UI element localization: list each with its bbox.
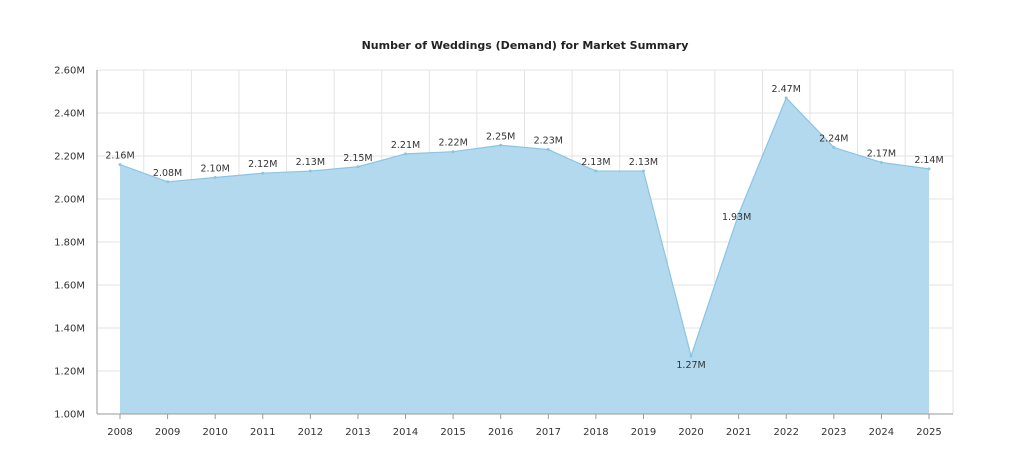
data-label: 2.13M — [581, 157, 610, 168]
data-point — [261, 171, 265, 175]
x-tick-label: 2020 — [678, 427, 703, 438]
data-point — [451, 150, 455, 154]
y-tick-label: 1.00M — [54, 410, 85, 421]
x-tick-label: 2017 — [536, 427, 561, 438]
x-tick-label: 2009 — [155, 427, 180, 438]
data-point — [594, 169, 598, 173]
data-point — [308, 169, 312, 173]
y-tick-label: 2.60M — [54, 66, 85, 77]
y-tick-label: 1.20M — [54, 367, 85, 378]
data-point — [546, 148, 550, 152]
data-label: 2.17M — [867, 148, 896, 159]
data-point — [404, 152, 408, 156]
data-point — [879, 160, 883, 164]
data-point — [356, 165, 360, 169]
x-tick-label: 2014 — [393, 427, 418, 438]
x-tick-label: 2022 — [774, 427, 799, 438]
data-label: 2.21M — [391, 140, 420, 151]
x-tick-label: 2018 — [583, 427, 608, 438]
data-label: 1.93M — [722, 212, 751, 223]
axes: 1.00M 1.20M 1.40M 1.60M 1.80M 2.00M 2.20M 2.40M… — [54, 66, 953, 438]
area-layer — [118, 96, 931, 414]
data-label: 2.23M — [534, 136, 563, 147]
data-label: 2.25M — [486, 131, 515, 142]
y-tick-label: 2.20M — [54, 152, 85, 163]
x-tick-label: 2025 — [916, 427, 941, 438]
data-point — [689, 354, 693, 358]
area-fill — [120, 97, 929, 414]
chart-title: Number of Weddings (Demand) for Market S… — [362, 39, 689, 52]
data-label: 2.15M — [343, 153, 372, 164]
x-tick-label: 2024 — [869, 427, 894, 438]
data-point — [832, 145, 836, 149]
y-tick-label: 1.60M — [54, 281, 85, 292]
data-labels: 2.16M 2.08M 2.10M 2.12M 2.13M 2.15M 2.21M 2.22M… — [105, 84, 943, 371]
data-label: 2.47M — [772, 84, 801, 95]
data-point — [499, 143, 503, 147]
data-label: 2.22M — [438, 138, 467, 149]
data-label: 2.24M — [819, 133, 848, 144]
x-tick-label: 2016 — [488, 427, 513, 438]
y-tick-label: 2.40M — [54, 109, 85, 120]
x-tick-label: 2010 — [202, 427, 227, 438]
data-label: 1.27M — [676, 360, 705, 371]
data-point — [213, 176, 217, 179]
y-tick-label: 1.40M — [54, 324, 85, 335]
data-label: 2.08M — [153, 168, 182, 179]
data-label: 2.16M — [105, 151, 134, 162]
data-point — [641, 169, 645, 173]
data-point — [118, 163, 122, 167]
series-line — [119, 96, 930, 359]
x-tick-label: 2008 — [107, 427, 132, 438]
x-tick-label: 2019 — [631, 427, 656, 438]
x-tick-label: 2012 — [298, 427, 323, 438]
x-tick-label: 2013 — [345, 427, 370, 438]
data-point — [927, 167, 931, 171]
data-label: 2.10M — [200, 164, 229, 175]
data-point — [166, 180, 170, 184]
data-label: 2.13M — [629, 157, 658, 168]
x-tick-label: 2023 — [821, 427, 846, 438]
x-tick-label: 2021 — [726, 427, 751, 438]
data-label: 2.14M — [914, 155, 943, 166]
data-label: 2.13M — [296, 157, 325, 168]
x-tick-label: 2015 — [440, 427, 465, 438]
x-tick-label: 2011 — [250, 427, 275, 438]
y-tick-label: 2.00M — [54, 195, 85, 206]
data-label: 2.12M — [248, 159, 277, 170]
y-tick-label: 1.80M — [54, 238, 85, 249]
data-point — [784, 96, 788, 100]
data-point — [737, 212, 741, 216]
